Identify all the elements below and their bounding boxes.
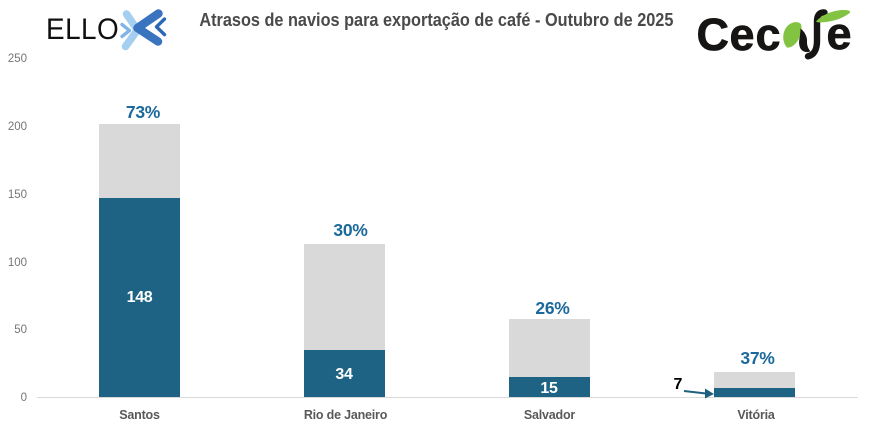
svg-text:e: e (730, 9, 755, 60)
svg-text:c: c (756, 9, 781, 60)
svg-text:C: C (697, 9, 730, 60)
